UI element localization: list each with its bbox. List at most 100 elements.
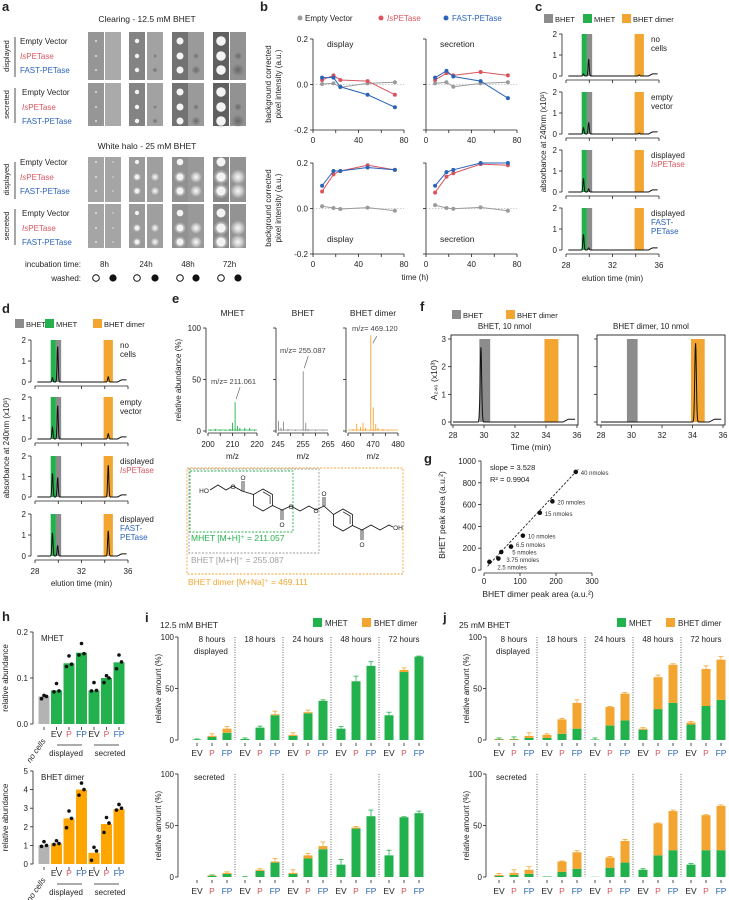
- point-label: 6.5 nmoles: [516, 543, 545, 549]
- bar-dimer: [303, 712, 313, 714]
- y-tick-label: 200: [463, 544, 477, 553]
- data-point: [365, 92, 370, 97]
- legend-label-bhet: BHET: [463, 311, 483, 320]
- subplot-title: BHET dimer: [41, 773, 85, 782]
- replicate-point: [64, 664, 69, 669]
- x-tick-label: 40: [354, 260, 363, 269]
- group-label-displayed: displayed: [49, 749, 83, 758]
- bar-dimer: [222, 728, 232, 733]
- strain-label: FAST-PETase: [22, 238, 72, 247]
- strain-name: PETase: [28, 224, 56, 233]
- chart-title: 12.5 mM BHET: [160, 620, 218, 630]
- y-tick-label: 0: [22, 493, 27, 502]
- y-tick-label: 2: [22, 336, 27, 345]
- bar-dimer: [207, 735, 217, 737]
- y-tick-label: 1: [553, 225, 558, 234]
- y-tick-label: 0.0: [297, 205, 309, 214]
- x-tick-label: 265: [321, 440, 335, 449]
- bar-mhet: [716, 699, 726, 740]
- colony: [176, 158, 184, 166]
- bar-mhet: [318, 849, 328, 877]
- elution-band-bhet: [586, 92, 593, 134]
- bar-mhet: [494, 875, 504, 877]
- clearing-zone: [153, 105, 157, 109]
- unwashed-marker: [217, 274, 225, 282]
- y-tick-label: 50: [165, 822, 174, 831]
- bar-dimer: [222, 872, 232, 874]
- plate-image: [172, 32, 188, 80]
- chromatogram-trace: [601, 343, 722, 423]
- bar-dimer: [668, 664, 678, 703]
- trace-strain-label: IsPETase: [651, 160, 685, 169]
- chain-bond: [209, 484, 254, 495]
- y-axis-label: relative abundance: [1, 783, 10, 851]
- x-tick-label: EV: [239, 748, 251, 758]
- replicate-point: [89, 689, 94, 693]
- bar-dimer: [303, 855, 313, 859]
- data-point: [338, 84, 343, 89]
- x-axis-label: m/z: [297, 452, 310, 461]
- bar-mhet: [701, 706, 711, 740]
- bar-mhet: [399, 672, 409, 740]
- strain-name: FAST-PETase: [452, 14, 502, 23]
- x-tick-label: FP: [270, 886, 281, 896]
- y-tick-label: 800: [463, 479, 477, 488]
- x-tick-label: EV: [541, 886, 553, 896]
- strain-name: FAST-: [120, 524, 143, 533]
- strain-name: PETase: [26, 52, 54, 61]
- replicate-point: [57, 689, 61, 693]
- y-tick-label: 1: [22, 473, 27, 482]
- colony: [134, 239, 140, 245]
- bar-mhet: [542, 876, 552, 877]
- aromatic-bond: [262, 491, 271, 505]
- x-tick-label: P: [209, 748, 215, 758]
- legend-label-dimer: BHET dimer: [104, 320, 145, 329]
- bar-mhet: [524, 873, 534, 877]
- x-tick-label: 28: [562, 261, 571, 270]
- chromatogram-panel: [568, 34, 658, 77]
- strain-label: IsPETase: [20, 52, 54, 61]
- replicate-point: [92, 845, 96, 850]
- peak-annotation: m/z= 469.120: [352, 324, 398, 333]
- trace-label: displayed: [651, 209, 685, 218]
- x-tick-label: EV: [589, 748, 601, 758]
- condition-label: displayed: [194, 647, 228, 656]
- x-tick-label: 36: [124, 567, 133, 576]
- strain-prefix: Is: [20, 173, 26, 182]
- bar-mhet: [222, 732, 232, 740]
- plate-image: [147, 157, 163, 202]
- colony: [112, 212, 114, 214]
- trace-label: empty: [651, 93, 673, 102]
- plate-image: [105, 83, 121, 126]
- group-label-secreted: secreted: [2, 90, 11, 119]
- colony: [134, 89, 140, 95]
- chromatogram-panel: [601, 339, 722, 423]
- elution-band-mhet: [581, 92, 587, 134]
- bar-mhet: [590, 739, 600, 740]
- trace-label: cells: [651, 44, 667, 53]
- y-tick-label: 2: [553, 88, 558, 97]
- bar-mhet: [207, 875, 217, 877]
- bar-mhet: [255, 870, 265, 877]
- replicate-point: [92, 680, 96, 685]
- legend-label-dimer: BHET dimer: [678, 619, 722, 628]
- bar-dimer: [716, 659, 726, 700]
- y-tick-label: -0.2: [294, 250, 308, 259]
- chromatogram-trace: [568, 178, 658, 193]
- point-label: 3.75 nmoles: [506, 558, 539, 564]
- point-label: 2.5 nmoles: [497, 565, 526, 571]
- x-tick-label: FP: [318, 886, 329, 896]
- y-tick-label: 0: [24, 860, 29, 869]
- bar-mhet: [288, 873, 298, 877]
- strain-name: Empty Vector: [20, 37, 68, 46]
- y-tick-label: 0: [553, 188, 558, 197]
- data-point: [478, 161, 483, 165]
- y-tick-label: 0: [472, 566, 477, 575]
- elution-band-dimer: [103, 456, 113, 497]
- y-tick-label: 0.2: [297, 35, 309, 44]
- x-tick-label: EV: [685, 748, 697, 758]
- clearing-zone: [234, 52, 242, 60]
- point-label: 5 nmoles: [512, 551, 536, 557]
- group-label: 24 hours: [594, 635, 625, 644]
- chromatogram-trace: [568, 122, 658, 135]
